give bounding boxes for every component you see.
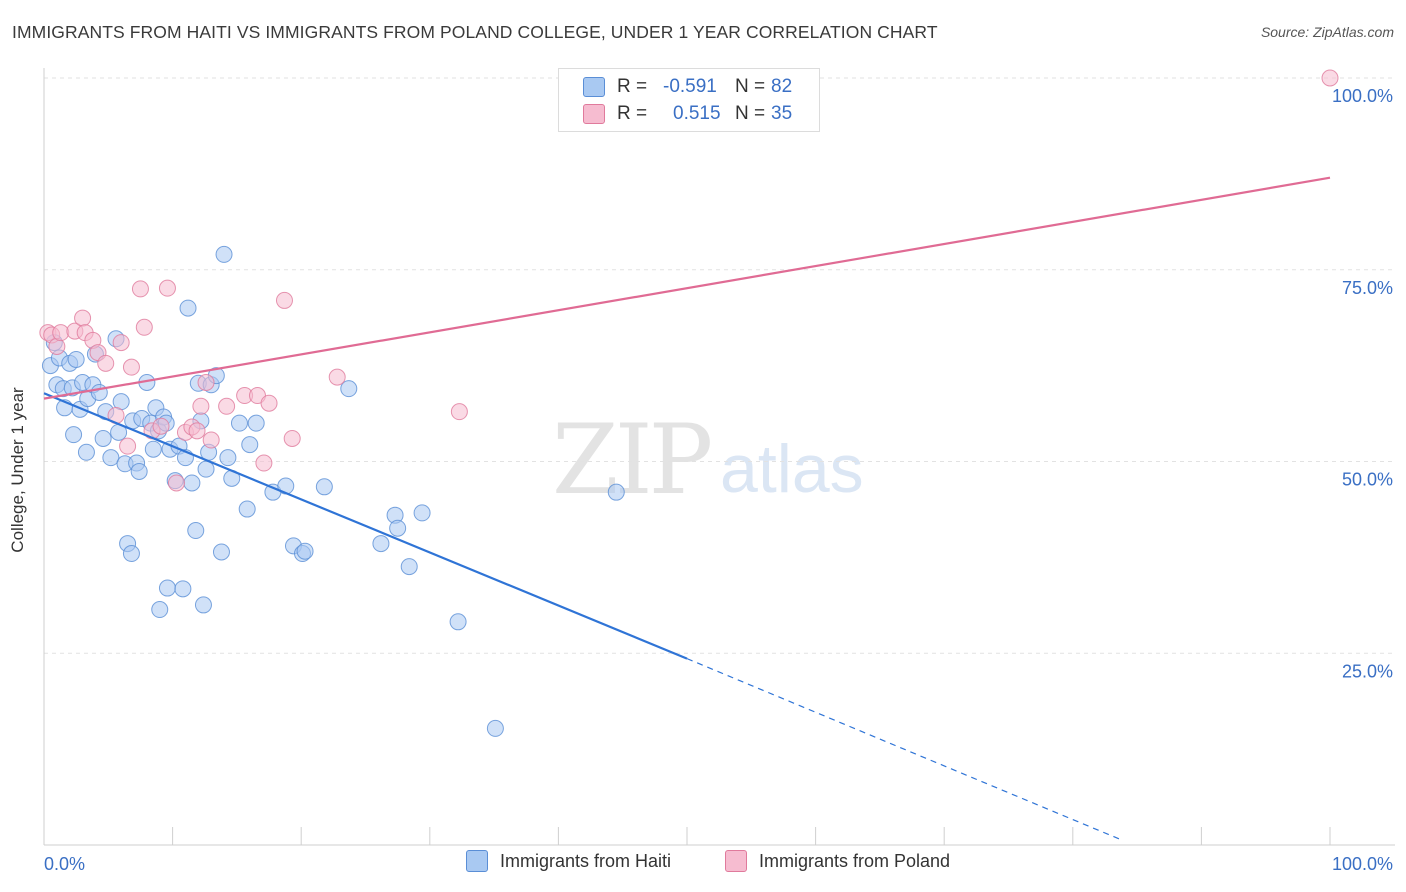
haiti-point xyxy=(219,449,237,467)
haiti-point xyxy=(238,500,256,518)
haiti-point xyxy=(94,429,112,447)
haiti-point xyxy=(122,545,140,563)
legend-row-poland: R = 0.515 N = 35 xyxy=(583,102,792,126)
y-tick-label: 50.0% xyxy=(1342,470,1393,490)
legend-item-haiti[interactable]: Immigrants from Haiti xyxy=(466,850,671,872)
haiti-point xyxy=(187,522,205,540)
haiti-point xyxy=(607,483,625,501)
poland-point xyxy=(74,309,92,327)
poland-point xyxy=(158,279,176,297)
haiti-point xyxy=(65,426,83,444)
poland-swatch xyxy=(583,104,605,124)
poland-point xyxy=(450,403,468,421)
haiti-point xyxy=(174,580,192,598)
haiti-point xyxy=(151,601,169,619)
poland-point xyxy=(218,397,236,415)
x-tick-label: 100.0% xyxy=(1332,854,1393,874)
haiti-trend-line xyxy=(43,392,688,660)
r-label: R = xyxy=(617,76,648,97)
n-label: N = xyxy=(735,103,766,124)
poland-point xyxy=(283,429,301,447)
haiti-point xyxy=(179,299,197,317)
legend-stats: R = -0.591 N = 82 R = 0.515 N = 35 xyxy=(558,68,820,132)
haiti-point xyxy=(340,380,358,398)
haiti-point xyxy=(296,542,314,560)
haiti-legend-label: Immigrants from Haiti xyxy=(500,850,672,871)
poland-r-value: 0.515 xyxy=(673,103,721,124)
haiti-point xyxy=(144,440,162,458)
poland-point xyxy=(202,431,220,449)
haiti-n-value: 82 xyxy=(771,76,793,97)
source-label: Source: ZipAtlas.com xyxy=(1260,24,1394,40)
poland-point xyxy=(119,437,137,455)
poland-point xyxy=(260,394,278,412)
poland-point xyxy=(192,397,210,415)
poland-point xyxy=(131,280,149,298)
haiti-point xyxy=(215,245,233,263)
poland-trend-line xyxy=(43,176,1331,400)
poland-point xyxy=(1321,69,1339,87)
y-tick-label: 75.0% xyxy=(1342,278,1393,298)
poland-point xyxy=(112,334,130,352)
poland-point xyxy=(328,368,346,386)
poland-n-value: 35 xyxy=(771,103,793,124)
haiti-swatch xyxy=(583,77,605,97)
haiti-point xyxy=(247,414,265,432)
haiti-point xyxy=(130,462,148,480)
poland-point xyxy=(167,474,185,492)
poland-point xyxy=(197,373,215,391)
haiti-point xyxy=(67,350,85,368)
y-tick-label: 25.0% xyxy=(1342,661,1393,681)
haiti-point xyxy=(77,443,95,461)
poland-point xyxy=(275,291,293,309)
haiti-trend-extension xyxy=(686,658,1120,840)
poland-point xyxy=(97,354,115,372)
y-tick-label: 100.0% xyxy=(1332,86,1393,106)
poland-point xyxy=(122,358,140,376)
haiti-point xyxy=(194,596,212,614)
haiti-point xyxy=(183,474,201,492)
legend-row-haiti: R = -0.591 N = 82 xyxy=(583,75,792,99)
haiti-point xyxy=(400,558,418,576)
haiti-point xyxy=(241,436,259,454)
haiti-point xyxy=(389,519,407,537)
haiti-point xyxy=(230,414,248,432)
haiti-point xyxy=(212,543,230,561)
watermark-atlas: atlas xyxy=(720,431,864,507)
haiti-point xyxy=(315,478,333,496)
chart-title: IMMIGRANTS FROM HAITI VS IMMIGRANTS FROM… xyxy=(12,22,938,42)
poland-point xyxy=(135,318,153,336)
x-tick-label: 0.0% xyxy=(44,854,85,874)
n-label: N = xyxy=(735,76,766,97)
haiti-point xyxy=(158,579,176,597)
poland-legend-swatch xyxy=(725,850,747,872)
haiti-point xyxy=(90,383,108,401)
r-label: R = xyxy=(617,103,648,124)
poland-point xyxy=(152,417,170,435)
haiti-point xyxy=(102,449,120,467)
legend-item-poland[interactable]: Immigrants from Poland xyxy=(725,850,950,872)
poland-point xyxy=(52,324,70,342)
poland-point xyxy=(255,454,273,472)
haiti-r-value: -0.591 xyxy=(663,76,717,97)
haiti-legend-swatch xyxy=(466,850,488,872)
y-axis-label: College, Under 1 year xyxy=(8,387,27,553)
haiti-point xyxy=(372,535,390,553)
poland-legend-label: Immigrants from Poland xyxy=(759,850,951,871)
haiti-point xyxy=(449,613,467,631)
haiti-point xyxy=(486,719,504,737)
haiti-point xyxy=(413,504,431,522)
poland-point xyxy=(188,422,206,440)
watermark-zip: ZIP xyxy=(552,404,713,516)
